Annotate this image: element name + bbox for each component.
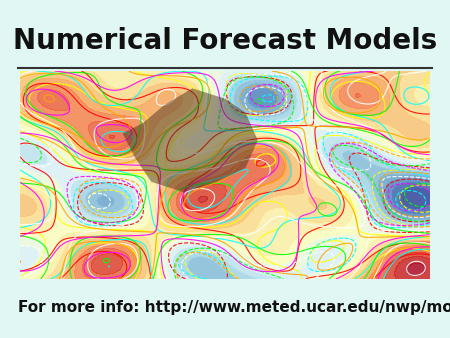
Text: Numerical Forecast Models: Numerical Forecast Models	[13, 27, 437, 54]
Polygon shape	[122, 88, 258, 192]
Text: For more info: http://www.meted.ucar.edu/nwp/model_structure/: For more info: http://www.meted.ucar.edu…	[18, 299, 450, 316]
